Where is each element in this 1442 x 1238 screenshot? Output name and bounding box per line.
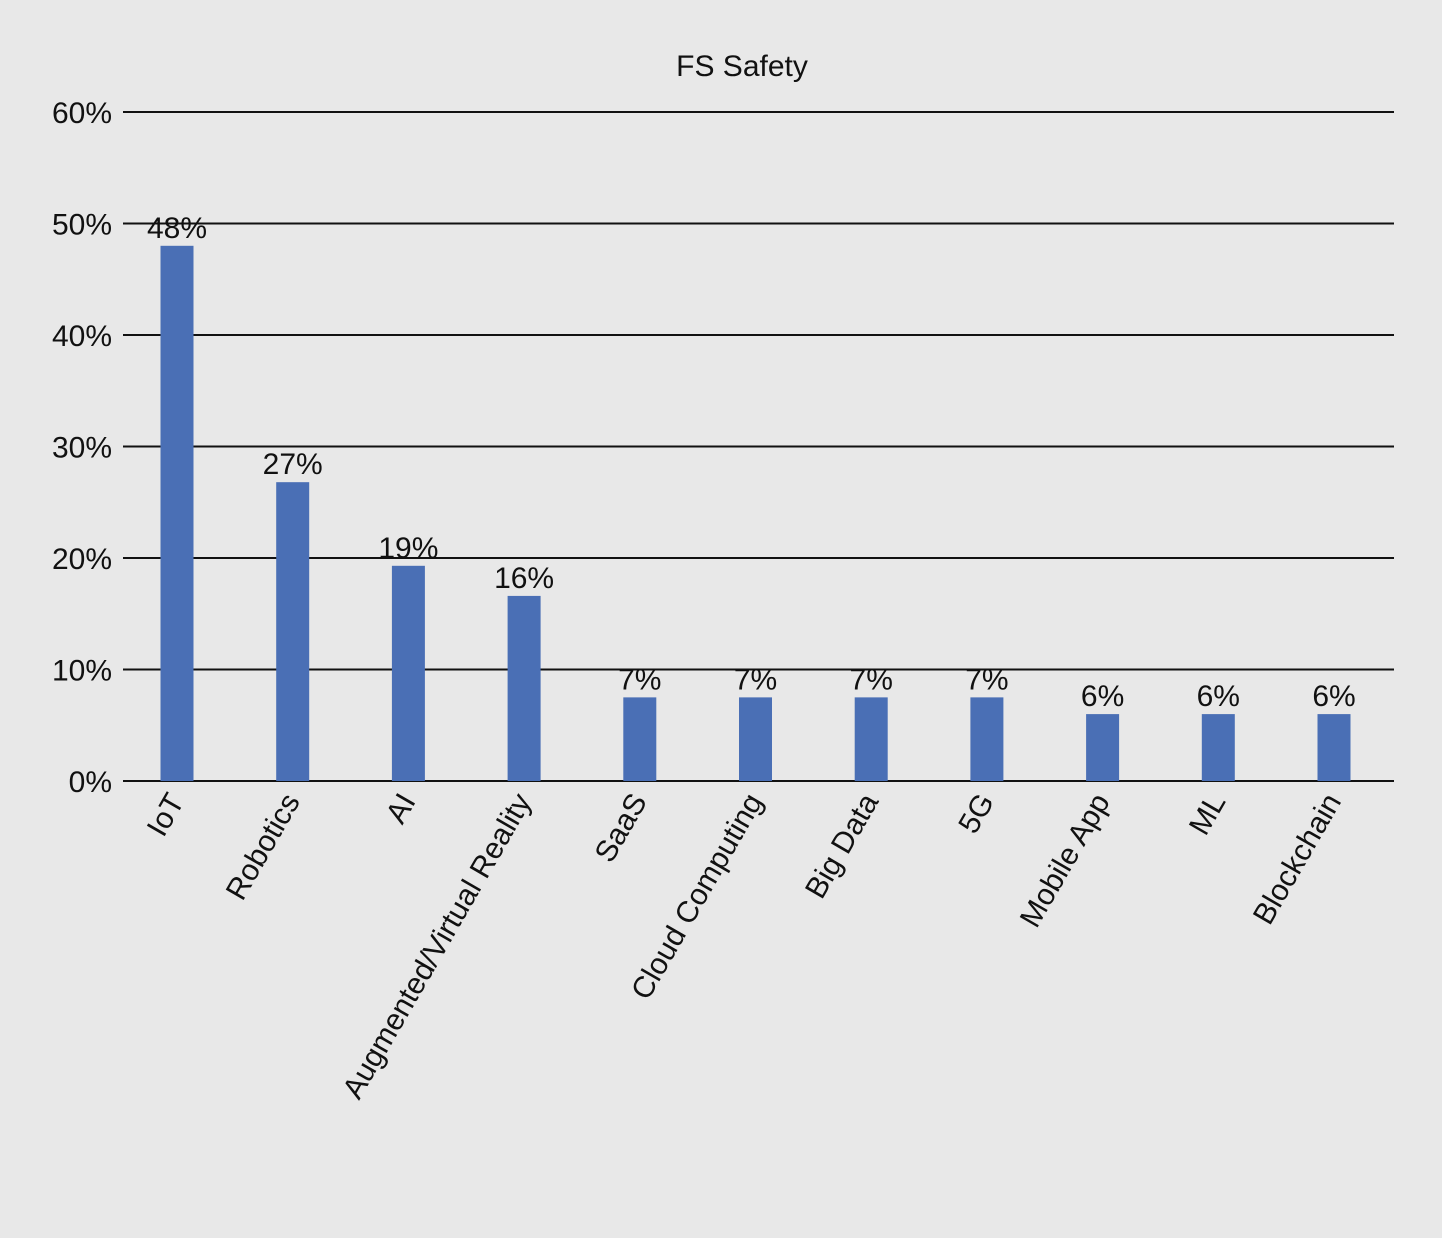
data-label: 27% (263, 448, 323, 481)
data-labels: 48% 27% 19% 16% 7% 7% 7% 7% 6% 6% 6% (147, 212, 1356, 713)
y-tick-label: 60% (52, 97, 112, 130)
bar-big-data (854, 697, 888, 781)
data-label: 7% (850, 663, 893, 696)
y-tick-label: 20% (52, 543, 112, 576)
y-axis-tick-labels: 0% 10% 20% 30% 40% 50% 60% (52, 97, 112, 799)
bar-saas (623, 697, 657, 781)
bar-blockchain (1317, 714, 1351, 781)
bar-ml (1201, 714, 1235, 781)
data-label: 6% (1081, 680, 1124, 713)
data-label: 16% (494, 562, 554, 595)
data-label: 6% (1312, 680, 1355, 713)
bar-robotics (276, 482, 310, 781)
data-label: 6% (1197, 680, 1240, 713)
bar-cloud-computing (739, 697, 772, 781)
data-label: 48% (147, 212, 207, 245)
bar-augmented-virtual-reality (507, 595, 541, 781)
bars (160, 245, 1351, 782)
x-category-label: Augmented/Virtual Reality (336, 788, 538, 1104)
y-tick-label: 30% (52, 432, 112, 465)
x-category-label: Big Data (799, 788, 885, 904)
y-tick-label: 40% (52, 320, 112, 353)
chart-title: FS Safety (676, 50, 808, 83)
x-category-label: Mobile App (1014, 788, 1117, 933)
x-category-label: Robotics (220, 788, 307, 906)
gridlines (123, 111, 1394, 782)
bar-5g (970, 697, 1004, 781)
x-category-label: AI (380, 788, 423, 829)
x-category-label: IoT (141, 788, 191, 842)
y-tick-label: 10% (52, 655, 112, 688)
data-label: 7% (618, 663, 661, 696)
bar-mobile-app (1086, 714, 1120, 781)
bar-iot (160, 245, 194, 782)
x-category-label: 5G (952, 788, 1001, 839)
data-label: 7% (965, 663, 1008, 696)
x-category-label: Blockchain (1247, 788, 1348, 930)
bar-ai (391, 565, 425, 781)
x-category-label: ML (1183, 788, 1232, 841)
y-tick-label: 0% (69, 766, 112, 799)
data-label: 7% (734, 663, 777, 696)
data-label: 19% (378, 532, 438, 565)
x-category-label: Cloud Computing (625, 788, 769, 1005)
y-tick-label: 50% (52, 209, 112, 242)
x-category-label: SaaS (589, 788, 654, 868)
